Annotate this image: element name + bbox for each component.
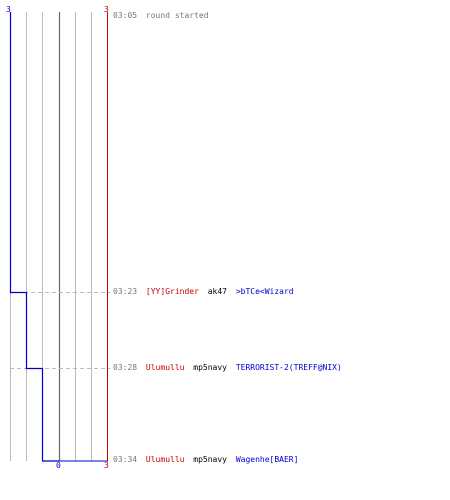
grid-lines: [10, 12, 108, 461]
event-text: round started: [145, 11, 209, 20]
killer-name: Ulumullu: [145, 455, 185, 464]
team-a-step-line: [9, 12, 60, 462]
team-a-end-score: 0: [56, 461, 61, 470]
weapon-name: mp5navy: [193, 455, 227, 464]
weapon-name: mp5navy: [193, 363, 227, 372]
team-b-start-score: 3: [104, 5, 109, 14]
event-time: 03:05: [113, 11, 138, 20]
event-time: 03:34: [113, 455, 138, 464]
killer-name: [YY]Grinder: [145, 287, 199, 296]
event-time: 03:23: [113, 287, 138, 296]
victim-name: TERRORIST-2(TREFF@NIX): [235, 363, 342, 372]
event-time: 03:28: [113, 363, 138, 372]
team-b-end-score: 3: [104, 461, 109, 470]
event-round-start: 03:05 round started: [113, 11, 213, 21]
killer-name: Ulumullu: [145, 363, 185, 372]
victim-name: Wagenhe[BAER]: [235, 455, 299, 464]
event-kill: 03:23 [YY]Grinder ak47 >bTCe<Wizard: [113, 287, 298, 297]
event-kill: 03:34 Ulumullu mp5navy Wagenhe[BAER]: [113, 455, 302, 465]
weapon-name: ak47: [207, 287, 227, 296]
event-kill: 03:28 Ulumullu mp5navy TERRORIST-2(TREFF…: [113, 363, 346, 373]
victim-name: >bTCe<Wizard: [235, 287, 294, 296]
team-a-start-score: 3: [6, 5, 11, 14]
